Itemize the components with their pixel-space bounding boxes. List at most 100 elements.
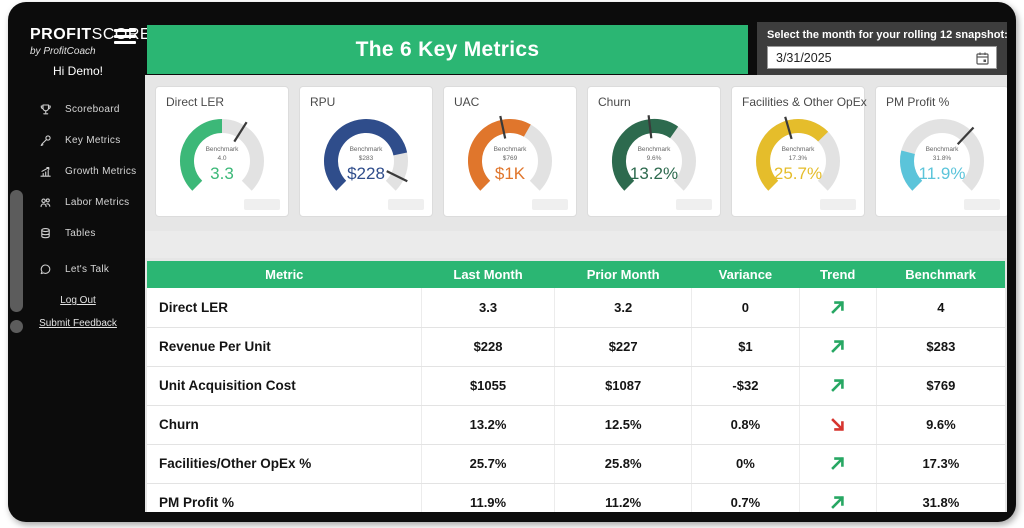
metric-cell: Direct LER (147, 288, 423, 328)
wrench-icon (40, 135, 51, 147)
metric-cell: Churn (147, 405, 423, 445)
prior-month-cell: 12.5% (554, 405, 693, 445)
variance-cell: -$32 (691, 366, 800, 406)
trend-cell (799, 444, 877, 484)
benchmark-tick (499, 115, 507, 139)
card-watermark (676, 199, 712, 210)
prior-month-cell: $1087 (554, 366, 693, 406)
variance-cell: 0.7% (691, 483, 800, 512)
last-month-cell: 25.7% (421, 444, 556, 484)
trend-cell (799, 483, 877, 512)
prior-month-cell: 3.2 (554, 288, 693, 328)
app-window: PROFITSCORE by ProfitCoach Hi Demo! Scor… (8, 2, 1016, 522)
gauge-title: Facilities & Other OpEx (742, 95, 867, 109)
database-icon (41, 228, 50, 239)
last-month-cell: 3.3 (421, 288, 556, 328)
logo-subtitle: by ProfitCoach (30, 46, 96, 57)
trend-cell (799, 288, 877, 328)
card-watermark (532, 199, 568, 210)
last-month-cell: $228 (421, 327, 556, 367)
gauge-chart-pm-profit: Benchmark 31.8% 11.9% (890, 109, 994, 209)
table-row: PM Profit % 11.9% 11.2% 0.7% 31.8% (147, 483, 1005, 512)
hamburger-menu-icon[interactable] (114, 29, 136, 44)
sidebar-menu: Scoreboard Key Metrics Growth Metrics Labor… (8, 94, 148, 285)
sidebar-item-label: Key Metrics (65, 135, 121, 146)
logout-link[interactable]: Log Out (60, 295, 96, 306)
trophy-icon (40, 104, 51, 115)
trend-up-arrow-icon (831, 300, 844, 314)
gauge-card-uac: UAC Benchmark $769 $1K (443, 86, 577, 217)
sidebar-item-key-metrics[interactable]: Key Metrics (8, 125, 148, 156)
metric-cell: Revenue Per Unit (147, 327, 423, 367)
sidebar-item-growth-metrics[interactable]: Growth Metrics (8, 156, 148, 187)
sidebar-item-label: Tables (65, 228, 96, 239)
calendar-icon[interactable] (975, 51, 990, 71)
gauge-title: Churn (598, 95, 631, 109)
card-watermark (388, 199, 424, 210)
sidebar-item-let-s-talk[interactable]: Let's Talk (8, 254, 148, 285)
metric-cell: PM Profit % (147, 483, 423, 512)
benchmark-cell: $769 (876, 366, 1005, 406)
sidebar-item-scoreboard[interactable]: Scoreboard (8, 94, 148, 125)
sidebar-item-label: Let's Talk (65, 264, 110, 275)
metrics-table-container: Metric Last Month Prior Month Variance Trend… (147, 261, 1005, 512)
gauge-chart-uac: Benchmark $769 $1K (458, 109, 562, 209)
variance-cell: 0 (691, 288, 800, 328)
metric-cell: Unit Acquisition Cost (147, 366, 423, 406)
sidebar-item-tables[interactable]: Tables (8, 218, 148, 249)
benchmark-cell: $283 (876, 327, 1005, 367)
page-title: The 6 Key Metrics (147, 25, 748, 74)
table-row: Facilities/Other OpEx % 25.7% 25.8% 0% 17.3% (147, 444, 1005, 484)
metric-cell: Facilities/Other OpEx % (147, 444, 423, 484)
last-month-cell: 13.2% (421, 405, 556, 445)
variance-cell: 0% (691, 444, 800, 484)
sidebar-item-label: Scoreboard (65, 104, 120, 115)
sidebar-item-labor-metrics[interactable]: Labor Metrics (8, 187, 148, 218)
last-month-cell: $1055 (421, 366, 556, 406)
benchmark-tick (784, 116, 793, 140)
sidebar-scrollbar[interactable] (10, 190, 23, 312)
column-header-benchmark: Benchmark (876, 261, 1005, 288)
column-header-trend: Trend (799, 261, 877, 288)
date-input-wrap (767, 46, 997, 69)
sidebar-scrollbar-dot[interactable] (10, 320, 23, 333)
trend-up-arrow-icon (831, 457, 844, 470)
chat-bubble-icon (40, 264, 51, 275)
user-greeting: Hi Demo! (52, 64, 103, 78)
date-picker-label: Select the month for your rolling 12 sna… (767, 29, 1008, 41)
last-month-cell: 11.9% (421, 483, 556, 512)
prior-month-cell: $227 (554, 327, 693, 367)
trend-up-arrow-icon (831, 379, 844, 392)
benchmark-cell: 9.6% (876, 405, 1005, 445)
gauge-chart-direct-ler: Benchmark 4.0 3.3 (170, 109, 274, 209)
submit-feedback-link[interactable]: Submit Feedback (39, 318, 117, 329)
card-watermark (820, 199, 856, 210)
column-header-last-month: Last Month (421, 261, 555, 288)
gauge-card-churn: Churn Benchmark 9.6% 13.2% (587, 86, 721, 217)
column-header-metric: Metric (147, 261, 422, 288)
gauge-title: RPU (310, 95, 336, 109)
sidebar-item-label: Growth Metrics (65, 166, 137, 177)
gauge-card-facilities-other-opex: Facilities & Other OpEx Benchmark 17.3% 25.… (731, 86, 867, 217)
gauge-chart-churn: Benchmark 9.6% 13.2% (602, 109, 706, 209)
column-header-prior-month: Prior Month (554, 261, 692, 288)
gauge-title: UAC (454, 95, 480, 109)
metrics-table: Metric Last Month Prior Month Variance Trend… (147, 261, 1005, 512)
card-watermark (964, 199, 1000, 210)
benchmark-cell: 31.8% (876, 483, 1005, 512)
gauge-chart-rpu: Benchmark $283 $228 (314, 109, 418, 209)
date-input[interactable] (768, 47, 996, 68)
trend-cell (799, 366, 877, 406)
growth-chart-icon (40, 167, 51, 177)
column-header-variance: Variance (691, 261, 800, 288)
gauge-card-pm-profit: PM Profit % Benchmark 31.8% 11.9% (875, 86, 1007, 217)
benchmark-tick (233, 121, 248, 143)
table-body: Direct LER 3.3 3.2 0 4 Revenue Per Unit $228 $2… (147, 288, 1005, 512)
trend-up-arrow-icon (831, 496, 844, 509)
variance-cell: $1 (691, 327, 800, 367)
table-row: Churn 13.2% 12.5% 0.8% 9.6% (147, 405, 1005, 445)
logo-text-bold: PROFIT (30, 26, 92, 43)
gauge-title: Direct LER (166, 95, 225, 109)
gauge-title: PM Profit % (886, 95, 950, 109)
trend-up-arrow-icon (831, 340, 844, 353)
